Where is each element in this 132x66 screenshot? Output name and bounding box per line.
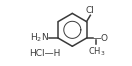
Text: H$_2$N: H$_2$N <box>30 32 49 44</box>
Text: —O: —O <box>93 34 109 43</box>
Text: Cl: Cl <box>86 6 95 15</box>
Text: CH$_3$: CH$_3$ <box>88 45 105 57</box>
Text: HCl—H: HCl—H <box>29 49 61 58</box>
